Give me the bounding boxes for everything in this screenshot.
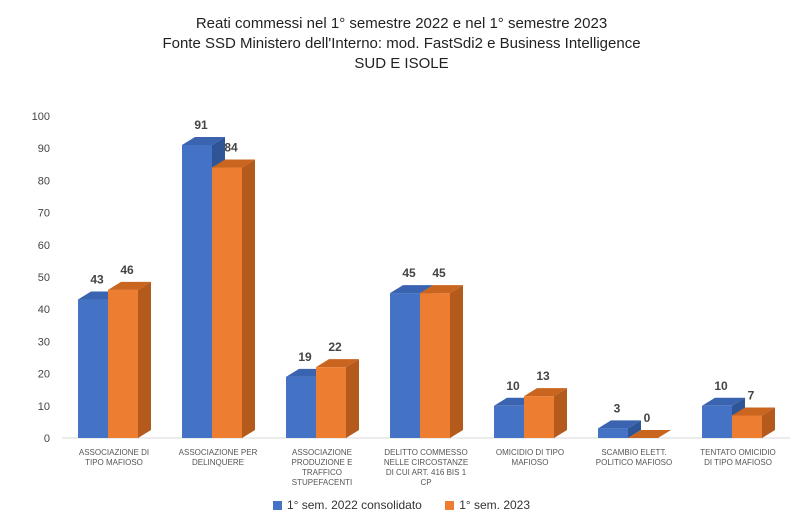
x-category-label-line: ASSOCIAZIONE	[292, 448, 352, 457]
chart-legend: 1° sem. 2022 consolidato 1° sem. 2023	[0, 498, 803, 513]
data-label: 10	[506, 379, 520, 393]
x-category-label-line: NELLE CIRCOSTANZE	[384, 458, 468, 467]
bar-side-face	[762, 407, 775, 438]
legend-swatch-2023	[445, 500, 455, 510]
bar-side-face	[554, 388, 567, 438]
chart-title-block: Reati commessi nel 1° semestre 2022 e ne…	[0, 14, 803, 74]
data-label: 3	[614, 401, 621, 415]
bar-side-face	[450, 285, 463, 438]
chart-title: Reati commessi nel 1° semestre 2022 e ne…	[195, 15, 608, 32]
data-label: 22	[328, 340, 342, 354]
y-tick-label: 60	[38, 240, 50, 252]
data-label: 10	[714, 379, 728, 393]
bar-front-face	[390, 293, 420, 438]
legend-item-2022: 1° sem. 2022 consolidato	[272, 498, 422, 512]
bar-top-face	[108, 281, 151, 290]
x-category-label: SCAMBIO ELETT. POLITICO MAFIOSO	[596, 448, 672, 467]
bar-top-face	[390, 285, 433, 294]
x-category-label-line: DELINQUERE	[192, 458, 244, 467]
bar-front-face	[212, 167, 242, 438]
x-category-label: ASSOCIAZIONE PER DELINQUERE	[179, 448, 258, 467]
bar-top-face	[212, 159, 255, 168]
bar-top-face	[732, 407, 775, 416]
bar-front-face	[78, 299, 108, 438]
bar-top-face	[628, 430, 671, 438]
bar-side-face	[138, 281, 151, 438]
bar-front-face	[286, 376, 316, 438]
x-category-label-line: ASSOCIAZIONE DI	[79, 448, 149, 457]
bar-side-face	[628, 420, 641, 438]
y-tick-label: 20	[38, 369, 50, 381]
x-category-label: OMICIDIO DI TIPO MAFIOSO	[496, 448, 564, 467]
bar-top-face	[524, 388, 567, 397]
x-category-label: ASSOCIAZIONE DI TIPO MAFIOSO	[79, 448, 149, 467]
y-tick-label: 90	[38, 143, 50, 155]
bar-front-face	[182, 144, 212, 439]
data-label: 45	[432, 266, 446, 280]
y-tick-label: 100	[32, 111, 50, 123]
data-label: 91	[194, 118, 208, 132]
bar-top-face	[182, 136, 225, 145]
y-tick-label: 80	[38, 175, 50, 187]
x-category-label-line: DI TIPO MAFIOSO	[704, 458, 772, 467]
legend-swatch-2022	[272, 500, 282, 510]
data-label: 19	[298, 350, 312, 364]
data-label: 0	[644, 411, 651, 425]
x-category-label-line: TRAFFICO	[302, 468, 342, 477]
bar-front-face	[732, 415, 762, 438]
data-label: 7	[748, 388, 755, 402]
bar-top-face	[598, 420, 641, 429]
x-category-label-line: DELITTO COMMESSO	[384, 448, 467, 457]
x-category-label-line: TIPO MAFIOSO	[85, 458, 143, 467]
bar-side-face	[242, 159, 255, 438]
data-label: 45	[402, 266, 416, 280]
bar-front-face	[598, 428, 628, 438]
legend-label-2023: 1° sem. 2023	[459, 498, 531, 512]
data-label: 13	[536, 369, 550, 383]
bar-top-face	[420, 285, 463, 294]
x-category-label: TENTATO OMICIDIO DI TIPO MAFIOSO	[700, 448, 776, 467]
data-label: 84	[224, 141, 238, 155]
chart-subtitle: Fonte SSD Ministero dell'Interno: mod. F…	[162, 35, 641, 52]
y-tick-label: 40	[38, 304, 50, 316]
legend-item-2023: 1° sem. 2023	[445, 498, 530, 512]
y-tick-label: 10	[38, 401, 50, 413]
bar-side-face	[346, 359, 359, 438]
y-tick-label: 0	[44, 433, 50, 445]
x-category-label-line: MAFIOSO	[512, 458, 549, 467]
x-category-label-line: ASSOCIAZIONE PER	[179, 448, 258, 457]
x-category-label-line: SCAMBIO ELETT.	[601, 448, 666, 457]
x-category-label-line: STUPEFACENTI	[292, 478, 352, 487]
bar-front-face	[494, 405, 524, 438]
x-category-label-line: PRODUZIONE E	[292, 458, 353, 467]
bar-front-face	[702, 405, 732, 438]
bar-top-face	[316, 359, 359, 368]
bar-front-face	[420, 293, 450, 438]
x-category-label-line: OMICIDIO DI TIPO	[496, 448, 564, 457]
x-category-label-line: CP	[420, 478, 431, 487]
y-tick-label: 30	[38, 336, 50, 348]
bar-front-face	[524, 396, 554, 438]
legend-label-2022: 1° sem. 2022 consolidato	[286, 498, 422, 512]
y-tick-label: 50	[38, 272, 50, 284]
y-tick-label: 70	[38, 208, 50, 220]
x-category-label-line: TENTATO OMICIDIO	[700, 448, 776, 457]
x-category-label: ASSOCIAZIONE PRODUZIONE E TRAFFICO STUPEFAC…	[292, 448, 353, 487]
chart-subtitle-region: SUD E ISOLE	[354, 55, 449, 72]
x-category-label-line: DI CUI ART. 416 BIS 1	[386, 468, 467, 477]
x-category-label-line: POLITICO MAFIOSO	[596, 458, 672, 467]
data-label: 46	[120, 263, 134, 277]
bar-top-face	[702, 397, 745, 406]
bar-front-face	[316, 367, 346, 438]
bar-front-face	[108, 289, 138, 438]
x-category-label: DELITTO COMMESSO NELLE CIRCOSTANZE DI CUI …	[384, 448, 468, 487]
data-label: 43	[90, 273, 104, 287]
